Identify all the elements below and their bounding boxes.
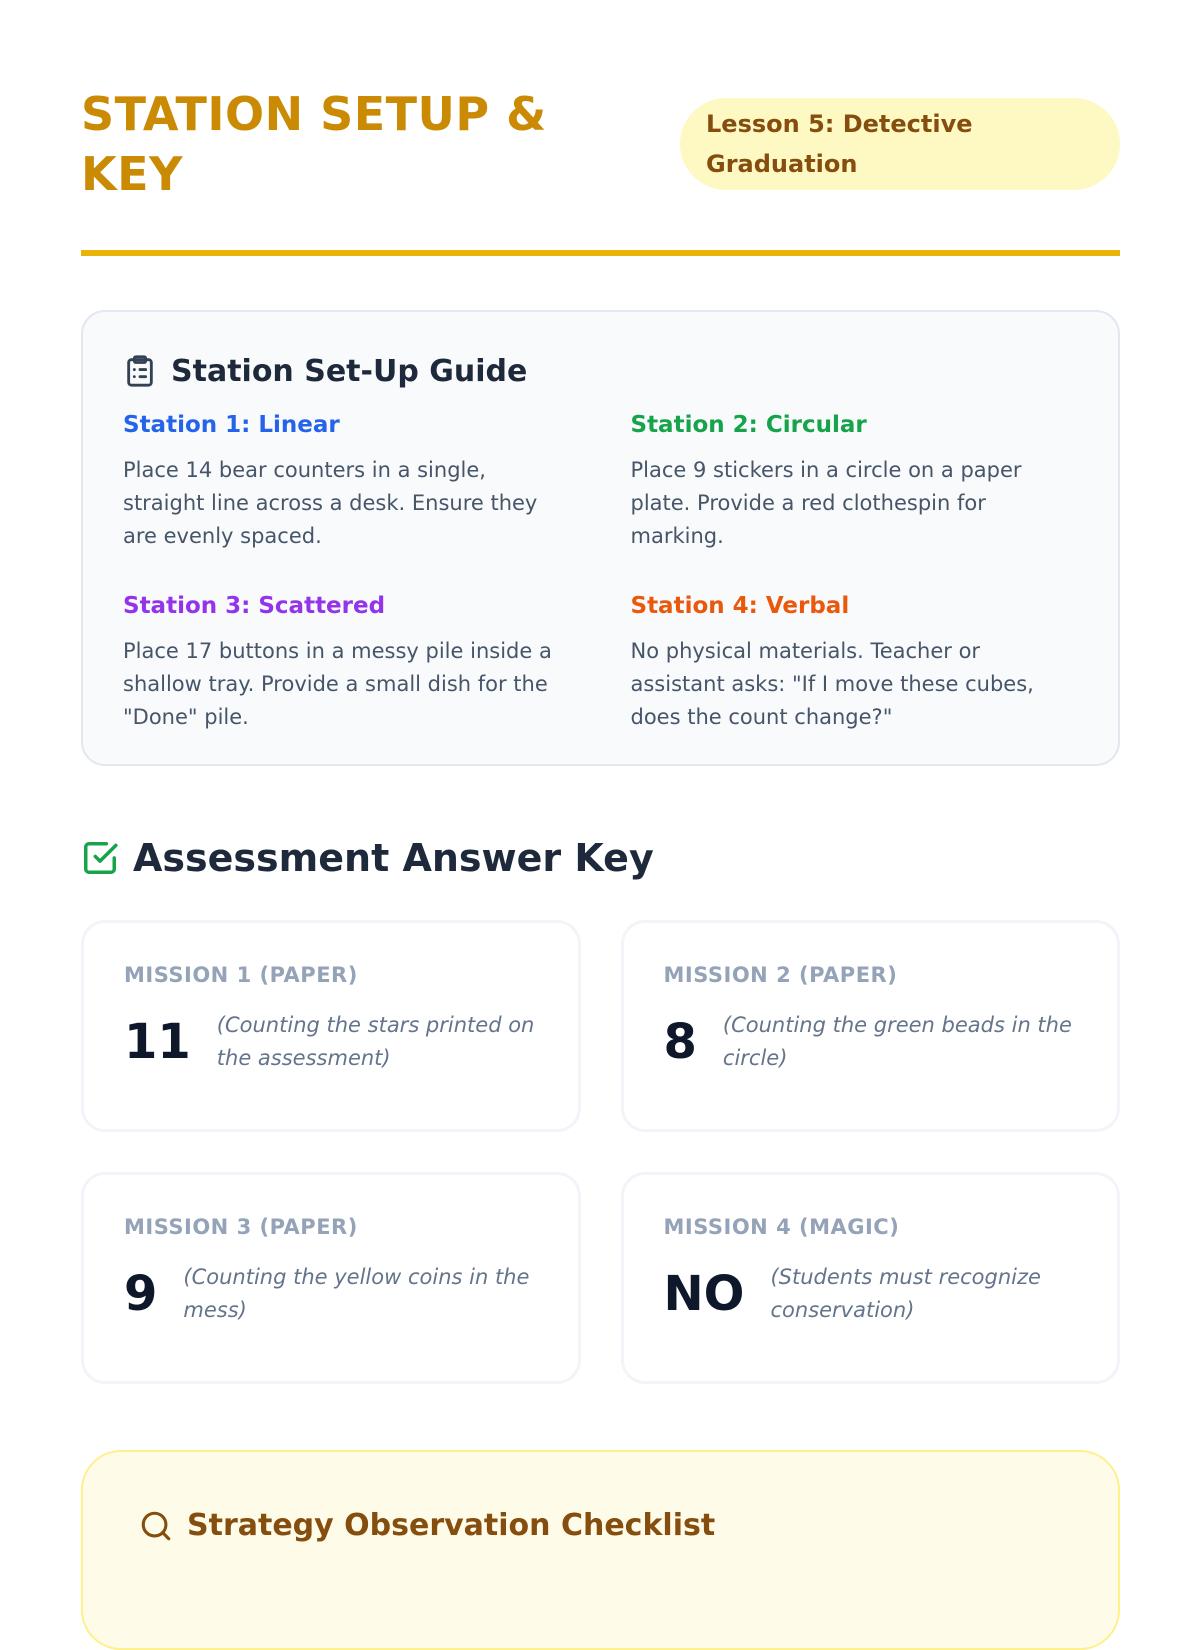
mission-card: MISSION 1 (PAPER) 11 (Counting the stars p…: [81, 920, 581, 1132]
mission-note: (Counting the green beads in the circle): [722, 1013, 1072, 1070]
mission-answer: NO: [663, 1266, 745, 1322]
check-square-icon: [84, 842, 118, 874]
station-title: Station 3: Scattered: [123, 593, 386, 619]
assessment-answer-key: Assessment Answer Key MISSION 1 (PAPER) 1…: [81, 836, 1120, 1384]
strategy-observation-checklist: Strategy Observation Checklist: [81, 1450, 1120, 1650]
answer-key-title: Assessment Answer Key: [133, 836, 654, 880]
mission-answer: 8: [663, 1014, 697, 1070]
station-2: Station 2: Circular Place 9 stickers in a…: [631, 412, 1079, 553]
search-icon: [141, 1511, 171, 1540]
guide-heading: Station Set-Up Guide: [123, 352, 1078, 390]
observation-heading: Strategy Observation Checklist: [139, 1508, 1062, 1543]
station-title: Station 2: Circular: [630, 412, 867, 438]
station-title: Station 4: Verbal: [630, 593, 850, 619]
station-1: Station 1: Linear Place 14 bear counters …: [123, 412, 571, 553]
mission-label: MISSION 1 (PAPER): [124, 963, 358, 987]
observation-title: Strategy Observation Checklist: [187, 1508, 716, 1543]
station-text: Place 14 bear counters in a single, stra…: [123, 458, 538, 548]
clipboard-icon: [127, 355, 153, 387]
page-title: STATION SETUP & KEY: [81, 87, 547, 201]
mission-label: MISSION 4 (MAGIC): [663, 1215, 900, 1239]
station-title: Station 1: Linear: [123, 412, 340, 438]
station-text: Place 17 buttons in a messy pile inside …: [123, 639, 552, 729]
lesson-badge: Lesson 5: Detective Graduation: [680, 98, 1120, 190]
mission-note: (Students must recognize conservation): [770, 1265, 1041, 1322]
mission-card: MISSION 4 (MAGIC) NO (Students must recogn…: [620, 1172, 1120, 1384]
mission-note: (Counting the stars printed on the asses…: [216, 1013, 535, 1070]
station-3: Station 3: Scattered Place 17 buttons in …: [123, 593, 571, 734]
station-text: No physical materials. Teacher or assist…: [630, 639, 1034, 729]
guide-title: Station Set-Up Guide: [171, 353, 528, 389]
divider: [81, 250, 1120, 256]
mission-label: MISSION 2 (PAPER): [663, 963, 898, 987]
station-text: Place 9 stickers in a circle on a paper …: [630, 458, 1022, 548]
mission-label: MISSION 3 (PAPER): [124, 1215, 358, 1239]
header: STATION SETUP & KEY Lesson 5: Detective …: [81, 80, 1120, 204]
mission-answer: 9: [124, 1266, 158, 1322]
station-setup-guide: Station Set-Up Guide Station 1: Linear Pl…: [81, 310, 1120, 766]
mission-note: (Counting the yellow coins in the mess): [183, 1265, 530, 1322]
mission-answer: 11: [124, 1014, 191, 1070]
station-4: Station 4: Verbal No physical materials. …: [631, 593, 1079, 734]
mission-card: MISSION 3 (PAPER) 9 (Counting the yellow c…: [81, 1172, 581, 1384]
answer-key-heading: Assessment Answer Key: [81, 836, 1120, 880]
mission-card: MISSION 2 (PAPER) 8 (Counting the green be…: [620, 920, 1120, 1132]
